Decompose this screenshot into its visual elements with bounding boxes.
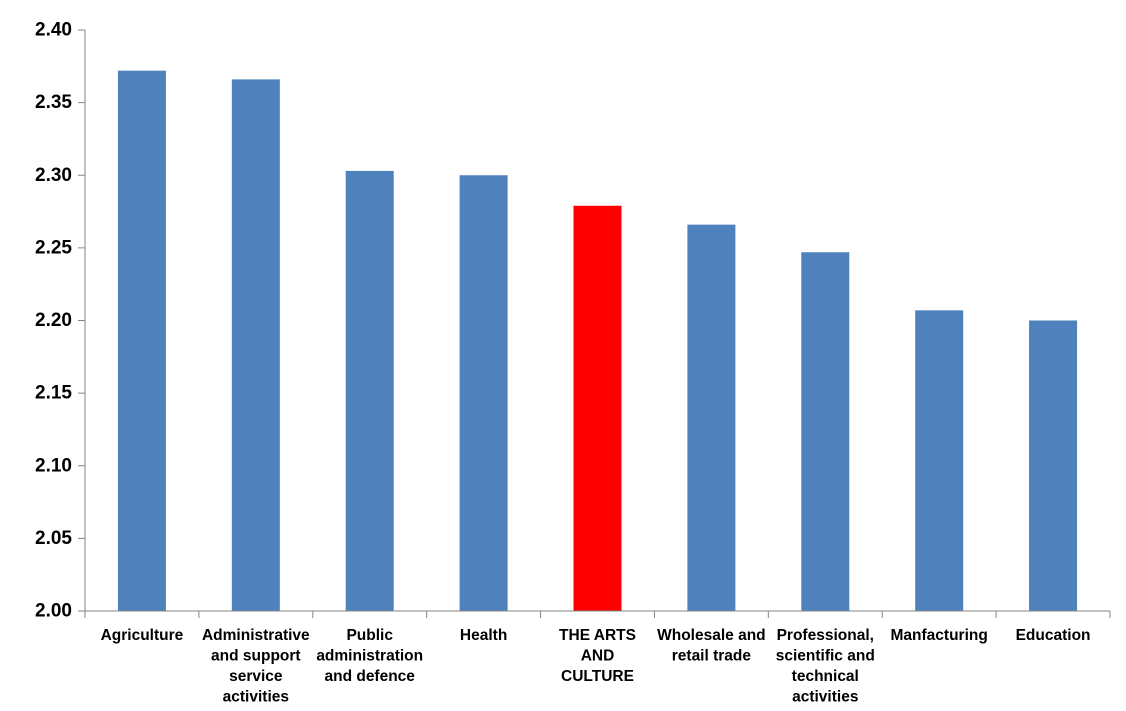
bar xyxy=(117,70,166,612)
bars xyxy=(117,70,1078,612)
x-tick-label: THE ARTS AND CULTURE xyxy=(559,627,636,685)
bar xyxy=(573,205,622,611)
bar xyxy=(915,310,964,611)
y-tick-label: 2.05 xyxy=(35,528,72,549)
y-tick-label: 2.15 xyxy=(35,383,72,404)
x-tick-label: Public administration and defence xyxy=(316,627,423,685)
bar xyxy=(687,224,736,611)
y-axis-ticks: 2.00 2.05 2.10 2.15 2.20 2.25 2.30 2.35 2.40 xyxy=(35,20,85,622)
bar xyxy=(231,79,280,611)
y-tick-label: 2.00 xyxy=(35,601,72,622)
y-tick-label: 2.35 xyxy=(35,92,72,113)
x-tick-label: Manfacturing xyxy=(891,627,988,644)
y-tick-label: 2.40 xyxy=(35,20,72,41)
bar xyxy=(1029,320,1078,611)
x-axis-labels: Agriculture Administrative and support serv… xyxy=(101,627,1091,706)
x-tick-label: Health xyxy=(460,627,507,644)
y-tick-label: 2.10 xyxy=(35,455,72,476)
bar xyxy=(801,252,850,612)
y-tick-label: 2.30 xyxy=(35,165,72,186)
x-tick-label: Education xyxy=(1016,627,1091,644)
bar xyxy=(345,170,394,611)
y-tick-label: 2.25 xyxy=(35,237,72,258)
y-tick-label: 2.20 xyxy=(35,310,72,331)
x-tick-label: Agriculture xyxy=(101,627,184,644)
x-axis-ticks xyxy=(84,611,1111,618)
x-tick-label: Wholesale and retail trade xyxy=(657,627,766,665)
x-tick-label: Professional, scientific and technical acti… xyxy=(776,627,875,706)
bar xyxy=(459,175,508,611)
x-tick-label: Administrative and support service activiti… xyxy=(202,627,310,706)
